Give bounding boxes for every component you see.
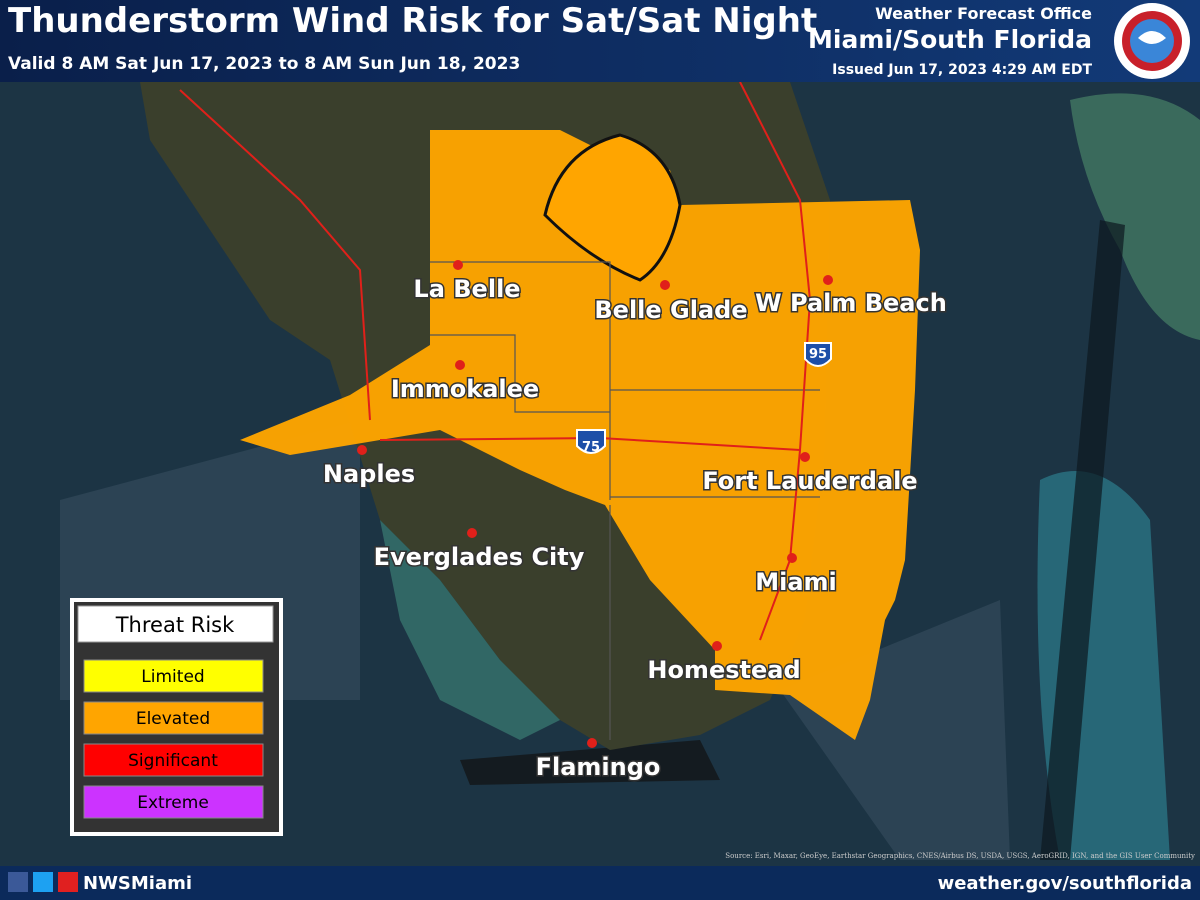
city-dot <box>823 275 833 285</box>
office-line: Weather Forecast Office <box>875 4 1092 23</box>
youtube-icon <box>58 872 78 892</box>
nws-logo <box>1114 3 1190 79</box>
i95-shield: 95 <box>804 342 832 367</box>
county-lines <box>430 261 820 740</box>
city-dot <box>357 445 367 455</box>
office-name: Miami/South Florida <box>808 25 1092 54</box>
legend-swatch <box>83 659 264 693</box>
social-handle: NWSMiami <box>83 873 192 894</box>
marine-zone <box>460 740 720 785</box>
city-dot <box>660 280 670 290</box>
city-dot <box>800 452 810 462</box>
legend-title-box <box>77 605 274 643</box>
legend-swatch <box>83 785 264 819</box>
legend-label: Limited <box>141 667 204 687</box>
highway-label: 95 <box>809 347 827 362</box>
city-label: Miami <box>755 568 837 596</box>
map-source: Source: Esri, Maxar, GeoEye, Earthstar G… <box>725 852 1195 860</box>
city-label: Homestead <box>647 656 800 684</box>
city-dot <box>455 360 465 370</box>
legend-label: Elevated <box>136 709 210 729</box>
legend-title: Threat Risk <box>115 613 235 637</box>
header-bar <box>0 0 1200 82</box>
facebook-icon <box>8 872 28 892</box>
city-label: Immokalee <box>391 375 539 403</box>
legend: Threat Risk Limited Elevated Significant Ex… <box>70 598 283 836</box>
highway-label: 75 <box>582 440 600 455</box>
city-dot <box>453 260 463 270</box>
city-label: Everglades City <box>374 543 585 571</box>
legend-label: Extreme <box>137 793 209 813</box>
city-dot <box>712 641 722 651</box>
shadow <box>1040 220 1125 860</box>
issued-time: Issued Jun 17, 2023 4:29 AM EDT <box>832 62 1092 78</box>
legend-swatch <box>83 743 264 777</box>
legend-label: Significant <box>128 751 218 771</box>
city-dot <box>587 738 597 748</box>
city-dot <box>787 553 797 563</box>
bahamas <box>1070 93 1200 340</box>
website: weather.gov/southflorida <box>938 873 1192 894</box>
city-label: Belle Glade <box>594 296 747 324</box>
marine-zone <box>780 600 1010 860</box>
shallows <box>380 520 560 740</box>
city-label: W Palm Beach <box>755 289 947 317</box>
city-label: La Belle <box>413 275 520 303</box>
title: Thunderstorm Wind Risk for Sat/Sat Night <box>8 1 817 41</box>
valid-time: Valid 8 AM Sat Jun 17, 2023 to 8 AM Sun … <box>8 54 520 74</box>
i75-shield: 75 <box>576 429 606 455</box>
twitter-icon <box>33 872 53 892</box>
city-label: Flamingo <box>536 753 661 781</box>
footer-bar <box>0 866 1200 900</box>
legend-swatch <box>83 701 264 735</box>
city-dot <box>467 528 477 538</box>
city-label: Naples <box>323 460 415 488</box>
city-label: Fort Lauderdale <box>702 467 917 495</box>
